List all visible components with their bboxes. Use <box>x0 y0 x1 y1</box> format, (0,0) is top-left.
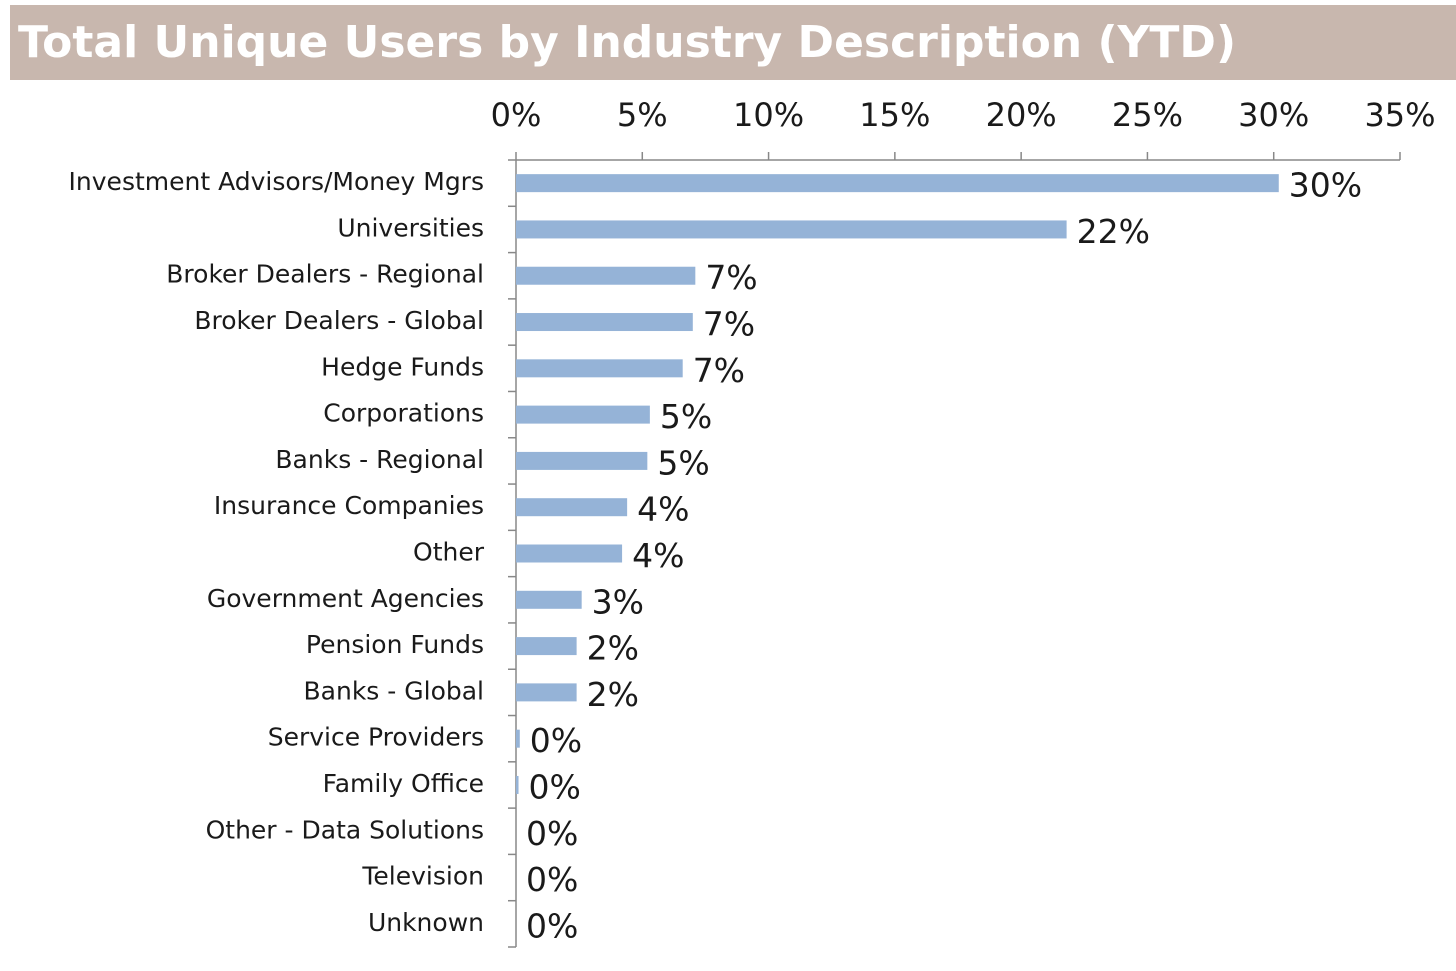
value-label: 2% <box>587 675 639 714</box>
bar <box>516 174 1279 193</box>
y-tick-label: Insurance Companies <box>214 491 484 520</box>
value-label: 5% <box>657 443 709 482</box>
y-tick-label: Universities <box>337 213 484 242</box>
bar <box>516 405 650 424</box>
value-label: 2% <box>587 629 639 668</box>
bar <box>516 451 648 470</box>
bar <box>516 313 693 332</box>
bar <box>516 683 577 702</box>
bar <box>516 220 1067 239</box>
y-tick-label: Family Office <box>323 769 484 798</box>
value-label: 7% <box>693 351 745 390</box>
x-tick-label: 20% <box>986 96 1057 134</box>
value-label: 0% <box>526 814 578 853</box>
y-tick-label: Pension Funds <box>306 630 484 659</box>
value-label: 4% <box>637 490 689 529</box>
value-label: 0% <box>526 906 578 945</box>
x-tick-label: 25% <box>1112 96 1183 134</box>
y-tick-label: Banks - Regional <box>275 445 484 474</box>
y-tick-label: Banks - Global <box>304 676 484 705</box>
bar <box>516 544 623 563</box>
value-label: 0% <box>530 721 582 760</box>
value-label: 0% <box>526 860 578 899</box>
x-tick-label: 15% <box>859 96 930 134</box>
value-label: 0% <box>529 767 581 806</box>
y-tick-label: Other <box>413 538 485 567</box>
value-label: 30% <box>1289 166 1362 205</box>
y-tick-label: Investment Advisors/Money Mgrs <box>69 167 484 196</box>
value-label: 7% <box>705 258 757 297</box>
x-tick-label: 0% <box>491 96 542 134</box>
x-tick-label: 35% <box>1364 96 1435 134</box>
bar <box>516 637 577 656</box>
chart-title: Total Unique Users by Industry Descripti… <box>18 17 1236 68</box>
y-tick-label: Service Providers <box>268 723 484 752</box>
y-tick-label: Broker Dealers - Global <box>194 306 484 335</box>
value-label: 22% <box>1077 212 1150 251</box>
value-label: 4% <box>632 536 684 575</box>
bar <box>516 498 628 517</box>
bar <box>516 775 519 794</box>
bar <box>516 359 683 378</box>
x-tick-label: 30% <box>1238 96 1309 134</box>
bar <box>516 590 582 609</box>
x-tick-label: 5% <box>617 96 668 134</box>
y-tick-label: Television <box>361 862 484 891</box>
value-label: 5% <box>660 397 712 436</box>
y-tick-label: Broker Dealers - Regional <box>166 260 484 289</box>
y-tick-label: Unknown <box>368 908 484 937</box>
bar <box>516 729 520 748</box>
value-label: 7% <box>703 305 755 344</box>
title-band <box>10 5 1456 80</box>
y-tick-label: Hedge Funds <box>321 352 484 381</box>
y-tick-label: Government Agencies <box>207 584 484 613</box>
y-tick-label: Other - Data Solutions <box>206 815 484 844</box>
x-tick-label: 10% <box>733 96 804 134</box>
y-tick-label: Corporations <box>323 399 484 428</box>
value-label: 3% <box>592 582 644 621</box>
bar <box>516 266 696 285</box>
